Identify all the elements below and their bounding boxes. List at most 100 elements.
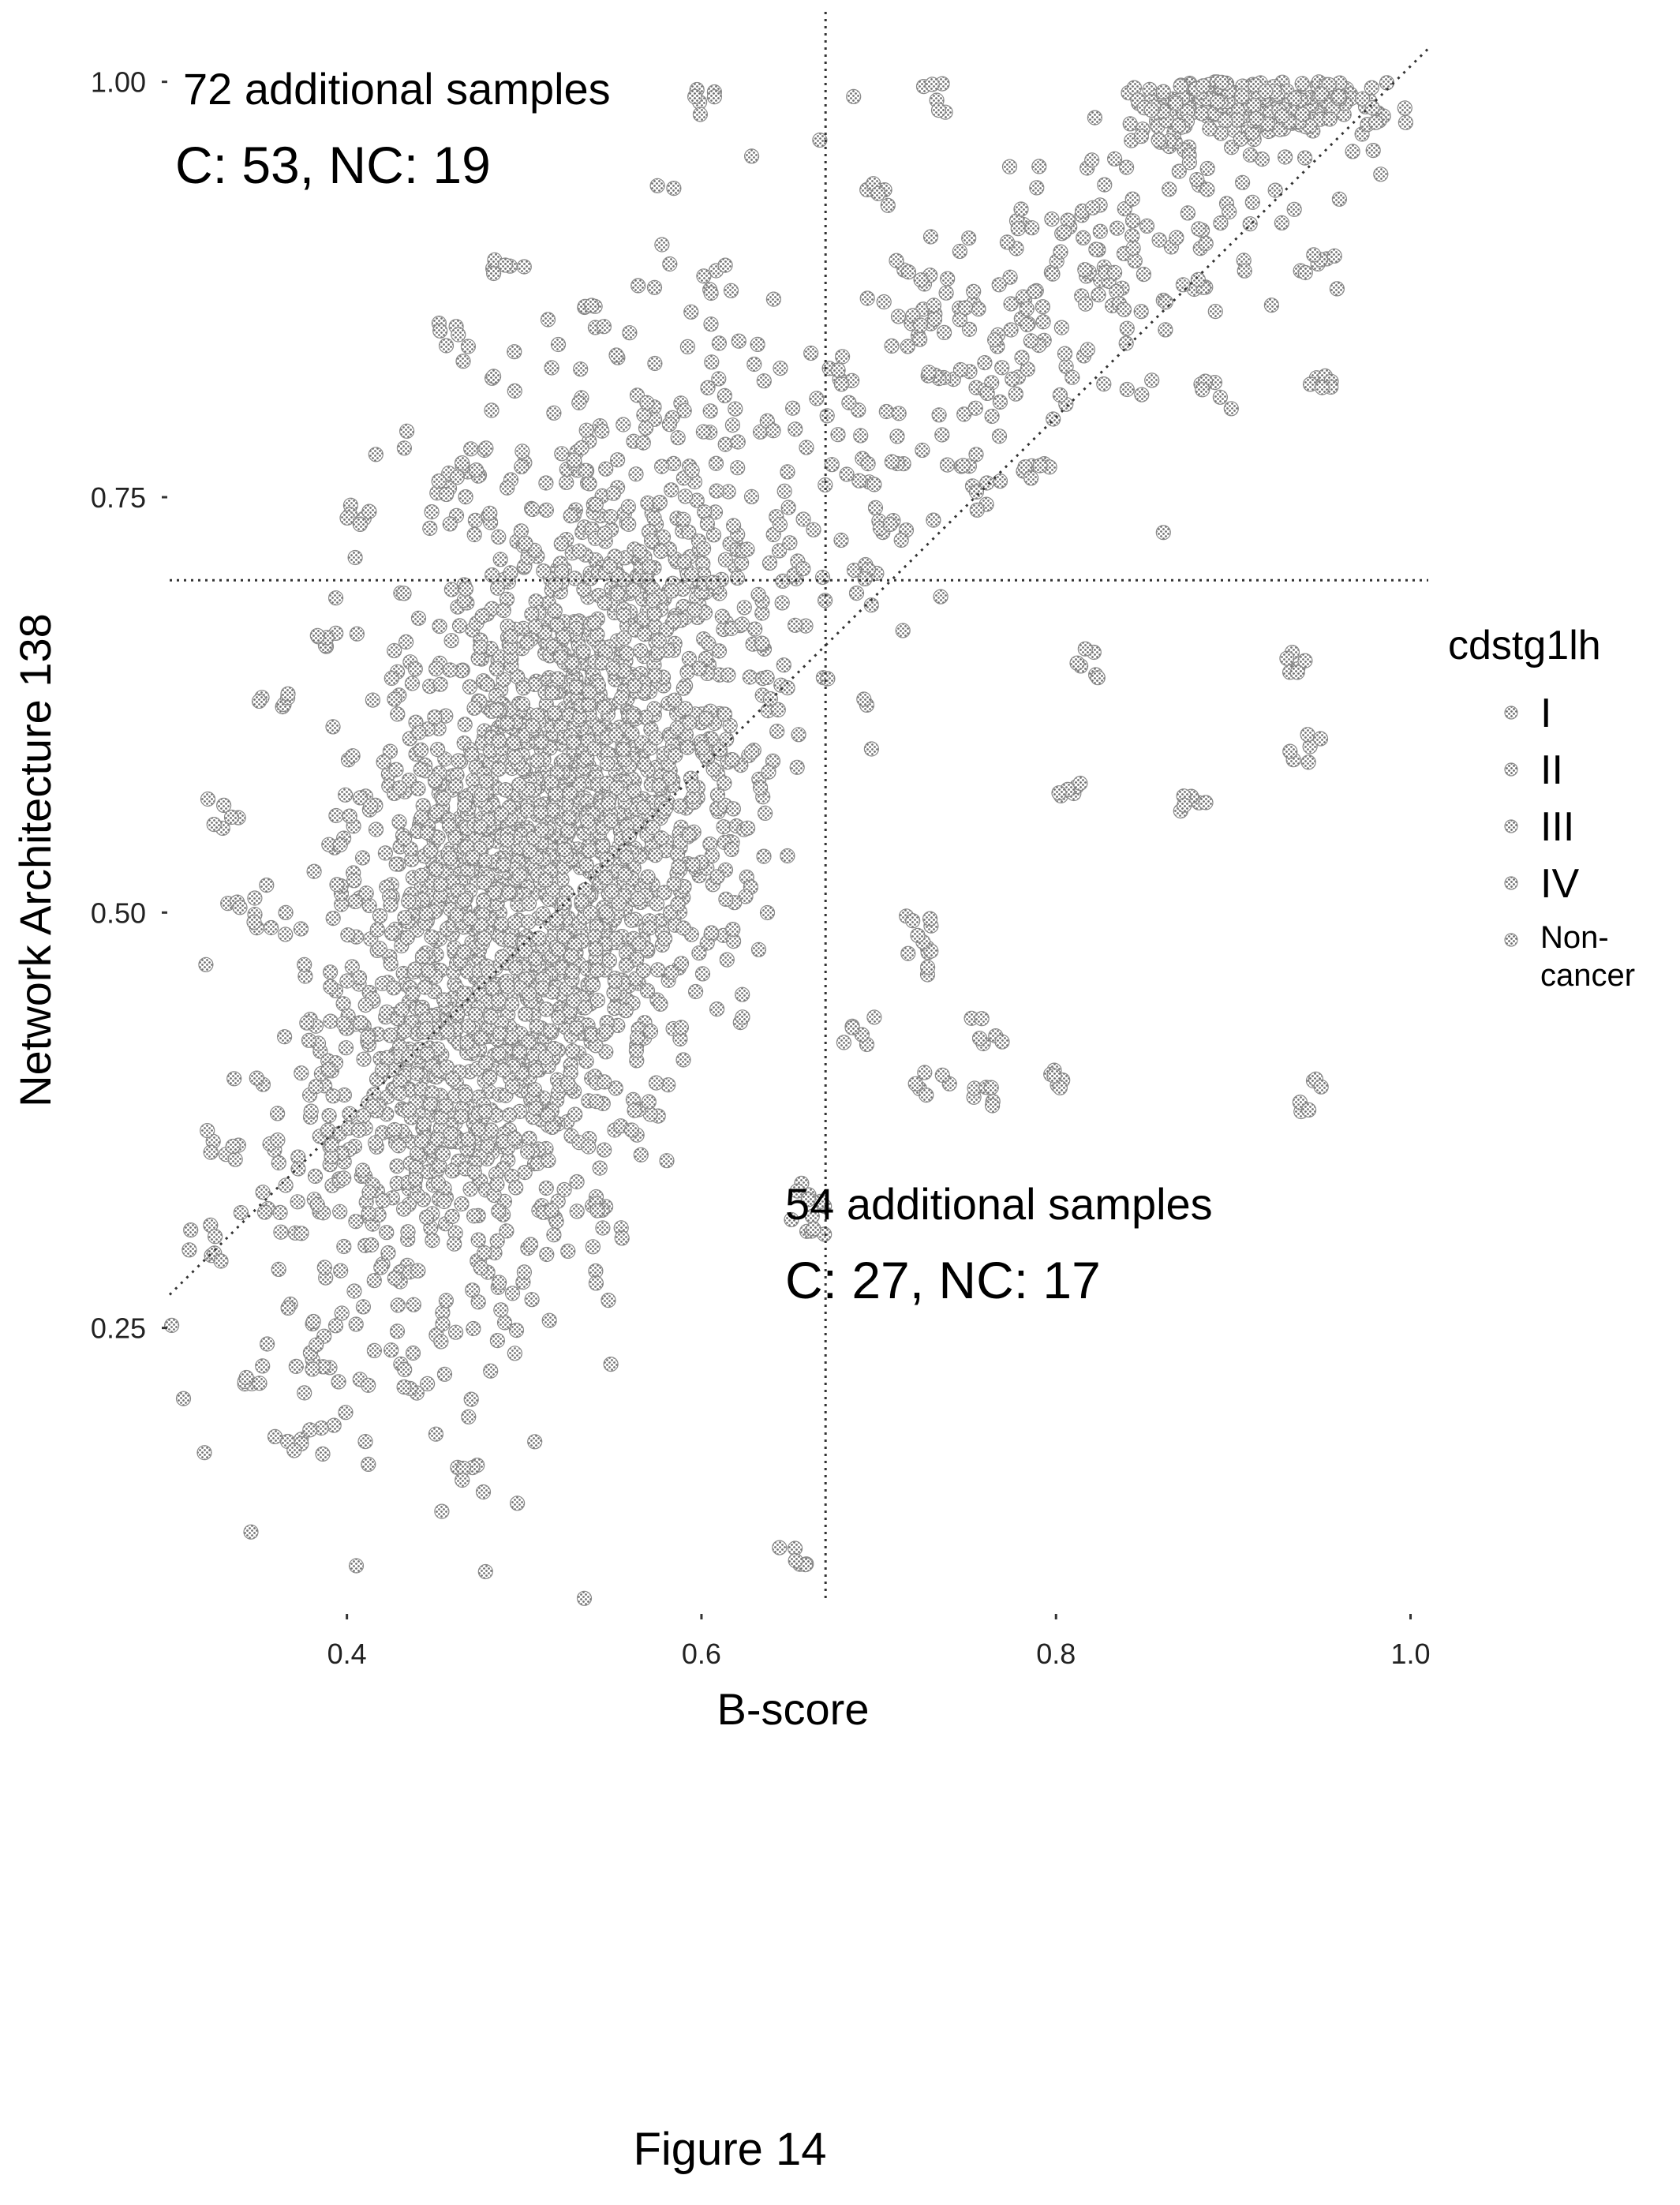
data-point (1106, 151, 1123, 167)
data-point (453, 1108, 470, 1125)
data-point (352, 516, 368, 533)
data-point (507, 915, 522, 930)
data-point (578, 857, 594, 873)
data-point (325, 719, 341, 735)
data-point (1077, 262, 1093, 278)
data-point (1398, 114, 1414, 130)
annotation-lower-right-breakdown: C: 27, NC: 17 (785, 1251, 1101, 1309)
data-point (390, 1297, 406, 1313)
data-point (642, 559, 657, 575)
data-point (477, 1055, 494, 1071)
data-point (454, 455, 470, 471)
data-point (675, 680, 691, 696)
data-point (703, 925, 720, 941)
data-point (627, 678, 642, 694)
data-point (447, 829, 463, 845)
data-point (853, 428, 869, 444)
data-point (610, 586, 626, 601)
data-point (659, 1153, 675, 1169)
data-point (428, 861, 444, 878)
data-point (515, 680, 531, 696)
data-point (585, 1239, 601, 1255)
data-point (450, 1005, 466, 1021)
data-point (664, 482, 679, 498)
data-point (641, 1094, 657, 1110)
data-point (470, 1121, 486, 1137)
data-point (746, 356, 762, 372)
data-point (203, 1144, 219, 1160)
data-point (717, 257, 733, 273)
data-point (1046, 411, 1061, 427)
data-point (1199, 160, 1215, 177)
data-point (394, 1001, 410, 1017)
data-point (1364, 80, 1379, 95)
data-point (921, 365, 937, 380)
data-point (891, 406, 907, 421)
data-point (1194, 106, 1210, 122)
data-point (812, 132, 828, 148)
data-point (448, 778, 464, 794)
data-point (1088, 241, 1104, 257)
data-point (507, 344, 522, 360)
data-point (694, 739, 711, 756)
data-point (756, 848, 772, 864)
data-point (679, 339, 696, 354)
data-point (617, 867, 633, 883)
data-point (639, 395, 655, 410)
data-point (473, 786, 490, 803)
y-axis-title: Network Architecture 138 (10, 613, 60, 1107)
data-point (461, 1409, 477, 1424)
data-point (416, 1116, 432, 1132)
data-point (671, 859, 687, 874)
data-point (635, 963, 652, 979)
data-point (1168, 95, 1184, 111)
data-point (507, 1130, 522, 1147)
data-point (1279, 650, 1295, 666)
data-point (375, 1192, 391, 1209)
data-point (830, 362, 846, 378)
data-point (994, 360, 1010, 376)
data-point (684, 462, 700, 478)
data-point (666, 181, 682, 197)
x-axis-title: B-score (717, 1684, 870, 1734)
data-point (482, 505, 498, 521)
data-point (547, 603, 563, 619)
data-point (844, 1020, 860, 1035)
data-point (436, 790, 451, 807)
data-point (931, 407, 947, 423)
data-point (836, 1035, 852, 1050)
data-point (267, 1428, 283, 1445)
data-point (1084, 152, 1100, 168)
data-point (563, 508, 578, 524)
legend-entry-label: II (1540, 747, 1563, 793)
data-point (743, 744, 760, 760)
data-point (1198, 235, 1214, 252)
data-point (652, 494, 668, 511)
data-point (1365, 143, 1381, 159)
figure-caption: Figure 14 (633, 2124, 827, 2175)
data-point (517, 943, 533, 959)
data-point (1300, 1102, 1317, 1118)
data-point (730, 460, 746, 476)
data-point (657, 930, 673, 947)
data-point (303, 1103, 319, 1119)
data-point (405, 1345, 421, 1361)
data-point (524, 606, 540, 622)
data-point (924, 77, 940, 92)
data-point (1296, 150, 1313, 166)
data-point (325, 1088, 341, 1104)
data-point (579, 813, 596, 829)
data-point (1322, 111, 1338, 127)
data-point (588, 1275, 604, 1291)
data-point (507, 1346, 523, 1361)
data-point (750, 586, 766, 602)
data-point (723, 283, 739, 298)
data-point (531, 930, 547, 946)
data-point (1010, 221, 1026, 237)
data-point (893, 532, 909, 548)
data-point (623, 912, 640, 928)
data-point (483, 1009, 499, 1024)
legend-title: cdstg1lh (1448, 623, 1601, 668)
data-point (817, 593, 833, 608)
data-point (522, 1237, 539, 1252)
